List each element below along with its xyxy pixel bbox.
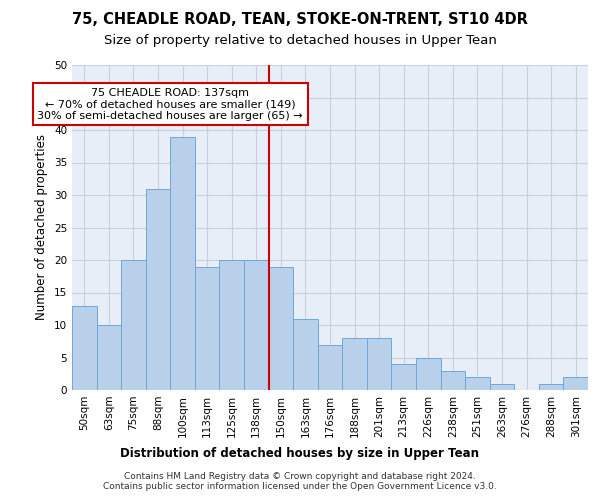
Bar [342, 338, 367, 390]
Bar [220, 260, 244, 390]
Bar [490, 384, 514, 390]
Bar [97, 325, 121, 390]
Bar [293, 318, 318, 390]
Bar [72, 306, 97, 390]
Bar [440, 370, 465, 390]
Bar [416, 358, 440, 390]
Bar [146, 188, 170, 390]
Bar [563, 377, 588, 390]
Bar [121, 260, 146, 390]
Text: Contains HM Land Registry data © Crown copyright and database right 2024.
Contai: Contains HM Land Registry data © Crown c… [103, 472, 497, 491]
Y-axis label: Number of detached properties: Number of detached properties [35, 134, 49, 320]
Text: 75 CHEADLE ROAD: 137sqm
← 70% of detached houses are smaller (149)
30% of semi-d: 75 CHEADLE ROAD: 137sqm ← 70% of detache… [37, 88, 303, 121]
Text: Distribution of detached houses by size in Upper Tean: Distribution of detached houses by size … [121, 448, 479, 460]
Bar [269, 266, 293, 390]
Bar [244, 260, 269, 390]
Bar [318, 344, 342, 390]
Text: 75, CHEADLE ROAD, TEAN, STOKE-ON-TRENT, ST10 4DR: 75, CHEADLE ROAD, TEAN, STOKE-ON-TRENT, … [72, 12, 528, 28]
Bar [391, 364, 416, 390]
Bar [195, 266, 220, 390]
Text: Size of property relative to detached houses in Upper Tean: Size of property relative to detached ho… [104, 34, 496, 47]
Bar [170, 136, 195, 390]
Bar [539, 384, 563, 390]
Bar [465, 377, 490, 390]
Bar [367, 338, 391, 390]
